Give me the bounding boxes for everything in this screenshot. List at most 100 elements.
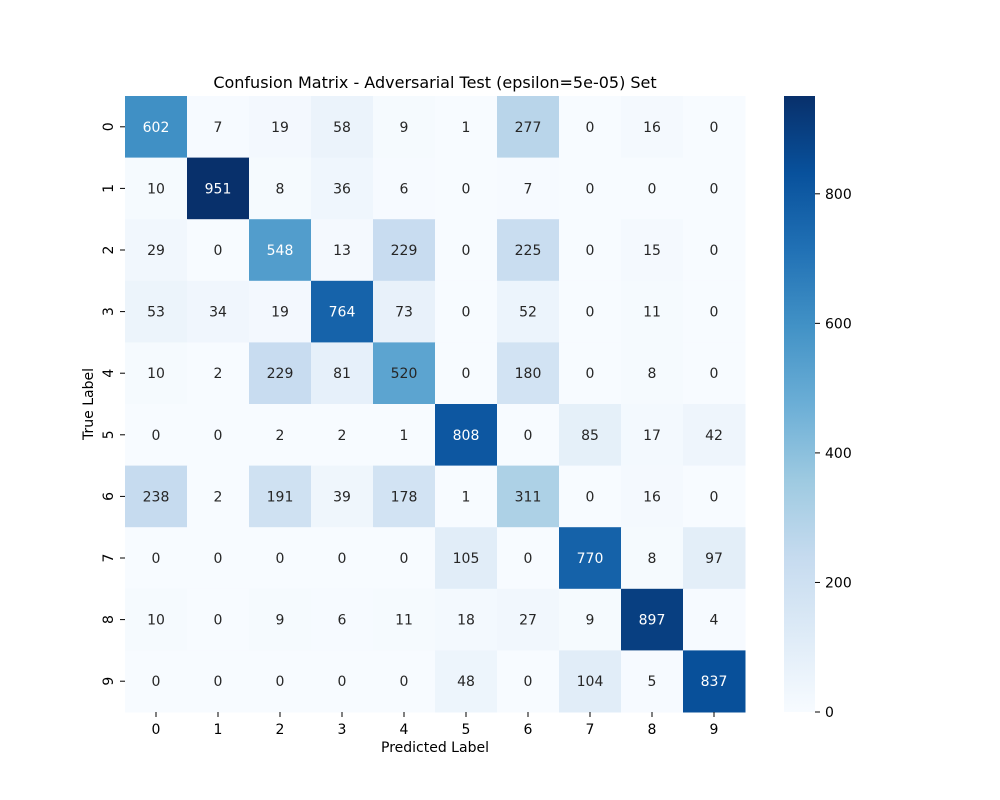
x-tick-label-8: 8 (648, 722, 657, 738)
cell-9-7 (559, 650, 622, 713)
cell-label-7-0: 0 (152, 551, 161, 567)
y-tick-label-6: 6 (101, 492, 117, 501)
cell-label-7-8: 8 (648, 551, 657, 567)
cell-label-1-4: 6 (400, 181, 409, 197)
colorbar-ticks: 0 200 400 600 800 (815, 187, 852, 721)
cell-0-3 (311, 96, 374, 159)
x-tick-label-4: 4 (400, 722, 409, 738)
cell-1-3 (311, 157, 374, 220)
cell-label-7-7: 770 (577, 551, 604, 567)
cell-label-3-2: 19 (271, 305, 289, 321)
cell-label-3-7: 0 (586, 305, 595, 321)
cell-6-6 (497, 465, 560, 528)
y-tick-label-4: 4 (101, 369, 117, 378)
cell-0-2 (249, 96, 312, 159)
cell-label-8-9: 4 (710, 613, 719, 629)
cell-6-0 (125, 465, 188, 528)
cell-9-6 (497, 650, 560, 713)
cell-7-1 (187, 527, 250, 590)
cell-7-2 (249, 527, 312, 590)
cell-label-1-6: 7 (524, 181, 533, 197)
cell-3-3 (311, 280, 374, 343)
y-tick-label-8: 8 (101, 615, 117, 624)
colorbar-tick-label-0: 0 (825, 705, 834, 721)
heatmap-cells: 602 7 19 58 9 1 277 0 16 010 951 8 36 6 0 7 0 0 029 0 548 13 2… (125, 96, 746, 713)
cell-label-9-9: 837 (701, 674, 728, 690)
x-tick-label-6: 6 (524, 722, 533, 738)
y-tick-label-1: 1 (101, 184, 117, 193)
cell-9-2 (249, 650, 312, 713)
cell-9-9 (683, 650, 746, 713)
cell-2-0 (125, 219, 188, 282)
cell-6-3 (311, 465, 374, 528)
cell-label-5-6: 0 (524, 428, 533, 444)
cell-label-1-0: 10 (147, 181, 165, 197)
cell-0-4 (373, 96, 436, 159)
cell-0-6 (497, 96, 560, 159)
cell-label-1-8: 0 (648, 181, 657, 197)
cell-4-9 (683, 342, 746, 405)
x-axis-title: Predicted Label (381, 740, 489, 756)
cell-0-7 (559, 96, 622, 159)
cell-5-6 (497, 404, 560, 467)
x-tick-label-1: 1 (214, 722, 223, 738)
cell-4-3 (311, 342, 374, 405)
cell-label-6-8: 16 (643, 489, 661, 505)
cell-1-8 (621, 157, 684, 220)
colorbar-tick-label-600: 600 (825, 316, 852, 332)
cell-6-4 (373, 465, 436, 528)
cell-label-1-1: 951 (205, 181, 232, 197)
cell-label-9-6: 0 (524, 674, 533, 690)
cell-label-4-9: 0 (710, 366, 719, 382)
cell-4-5 (435, 342, 498, 405)
cell-label-8-2: 9 (276, 613, 285, 629)
cell-label-4-5: 0 (462, 366, 471, 382)
cell-7-9 (683, 527, 746, 590)
cell-1-6 (497, 157, 560, 220)
cell-2-1 (187, 219, 250, 282)
cell-3-7 (559, 280, 622, 343)
cell-label-4-3: 81 (333, 366, 351, 382)
x-tick-label-7: 7 (586, 722, 595, 738)
cell-3-1 (187, 280, 250, 343)
cell-label-7-5: 105 (453, 551, 480, 567)
cell-label-0-6: 277 (515, 120, 542, 136)
cell-2-4 (373, 219, 436, 282)
cell-label-4-4: 520 (391, 366, 418, 382)
cell-0-0 (125, 96, 188, 159)
y-tick-label-2: 2 (101, 246, 117, 255)
colorbar (784, 96, 815, 712)
cell-label-7-1: 0 (214, 551, 223, 567)
cell-7-3 (311, 527, 374, 590)
cell-label-9-8: 5 (648, 674, 657, 690)
cell-3-6 (497, 280, 560, 343)
cell-8-6 (497, 588, 560, 651)
cell-label-8-1: 0 (214, 613, 223, 629)
cell-2-6 (497, 219, 560, 282)
cell-label-2-3: 13 (333, 243, 351, 259)
cell-6-7 (559, 465, 622, 528)
cell-4-2 (249, 342, 312, 405)
cell-6-2 (249, 465, 312, 528)
cell-label-9-4: 0 (400, 674, 409, 690)
cell-label-8-5: 18 (457, 613, 475, 629)
cell-label-5-4: 1 (400, 428, 409, 444)
cell-label-8-0: 10 (147, 613, 165, 629)
colorbar-tick-label-800: 800 (825, 187, 852, 203)
cell-3-2 (249, 280, 312, 343)
cell-label-5-3: 2 (338, 428, 347, 444)
cell-9-8 (621, 650, 684, 713)
cell-label-5-8: 17 (643, 428, 661, 444)
cell-label-9-5: 48 (457, 674, 475, 690)
cell-label-8-8: 897 (639, 613, 666, 629)
cell-3-0 (125, 280, 188, 343)
cell-label-2-2: 548 (267, 243, 294, 259)
cell-8-3 (311, 588, 374, 651)
cell-label-3-6: 52 (519, 305, 537, 321)
y-axis-title: True Label (81, 368, 97, 441)
cell-label-2-1: 0 (214, 243, 223, 259)
cell-label-4-2: 229 (267, 366, 294, 382)
cell-5-1 (187, 404, 250, 467)
cell-label-2-5: 0 (462, 243, 471, 259)
